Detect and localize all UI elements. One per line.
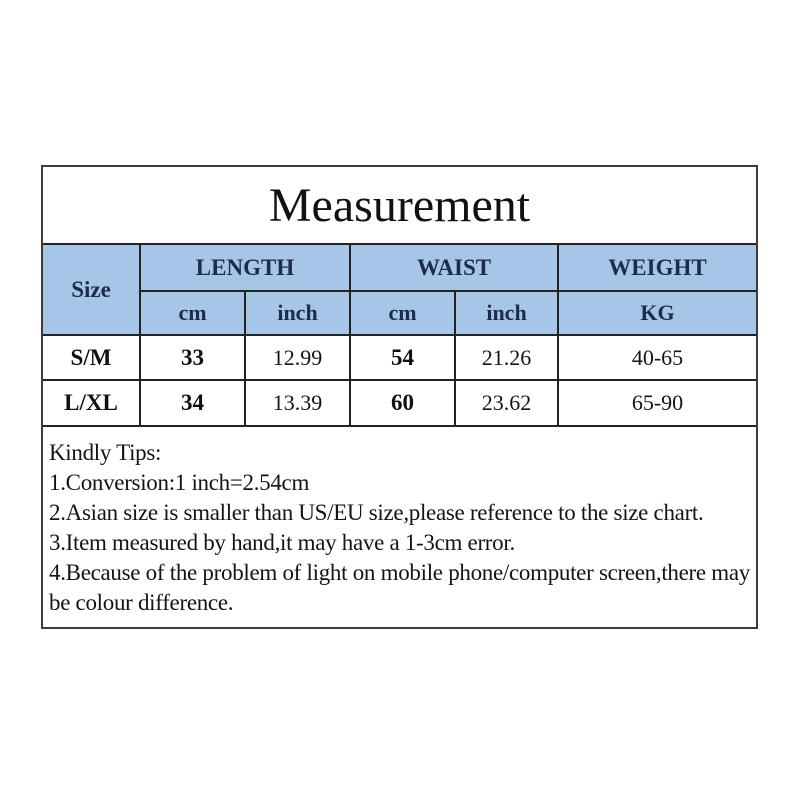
length-cm-cell: 33 bbox=[139, 334, 246, 381]
length-inch-cell: 12.99 bbox=[243, 334, 352, 381]
waist-cm-cell: 54 bbox=[349, 334, 457, 381]
size-cell: L/XL bbox=[42, 379, 141, 426]
tip-item-1: 1.Conversion:1 inch=2.54cm bbox=[49, 470, 310, 495]
table-row: L/XL 34 13.39 60 23.62 65-90 bbox=[42, 379, 758, 426]
size-chart-panel: Measurement Size LENGTH WAIST WEIGHT cm … bbox=[41, 165, 758, 629]
measurement-table: Size LENGTH WAIST WEIGHT cm inch cm inch… bbox=[42, 244, 758, 426]
weight-kg-cell: 65-90 bbox=[557, 379, 758, 426]
waist-inch-cell: 21.26 bbox=[454, 334, 560, 381]
unit-header-waist-inch: inch bbox=[454, 290, 560, 336]
tip-item-3: 3.Item measured by hand,it may have a 1-… bbox=[49, 530, 515, 555]
unit-header-waist-cm: cm bbox=[349, 290, 457, 336]
weight-kg-cell: 40-65 bbox=[557, 334, 758, 381]
page-title: Measurement bbox=[43, 167, 756, 245]
header-group-row: Size LENGTH WAIST WEIGHT bbox=[42, 244, 758, 336]
tip-item-2: 2.Asian size is smaller than US/EU size,… bbox=[49, 500, 704, 525]
header-unit-row: cm inch cm inch KG bbox=[43, 290, 758, 336]
size-cell: S/M bbox=[42, 334, 141, 381]
tips-heading: Kindly Tips: bbox=[49, 440, 162, 465]
table-row: S/M 33 12.99 54 21.26 40-65 bbox=[42, 334, 758, 381]
waist-cm-cell: 60 bbox=[349, 379, 457, 426]
length-cm-cell: 34 bbox=[139, 379, 246, 426]
waist-inch-cell: 23.62 bbox=[454, 379, 560, 426]
column-header-waist: WAIST bbox=[349, 244, 560, 292]
kindly-tips-section: Kindly Tips: 1.Conversion:1 inch=2.54cm … bbox=[43, 425, 756, 618]
column-header-weight: WEIGHT bbox=[557, 244, 758, 292]
tip-item-4: 4.Because of the problem of light on mob… bbox=[49, 560, 750, 615]
column-header-size: Size bbox=[42, 244, 141, 336]
unit-header-length-inch: inch bbox=[243, 290, 352, 336]
unit-header-length-cm: cm bbox=[139, 290, 246, 336]
column-header-length: LENGTH bbox=[138, 244, 352, 292]
length-inch-cell: 13.39 bbox=[243, 379, 352, 426]
unit-header-weight-kg: KG bbox=[557, 290, 758, 336]
